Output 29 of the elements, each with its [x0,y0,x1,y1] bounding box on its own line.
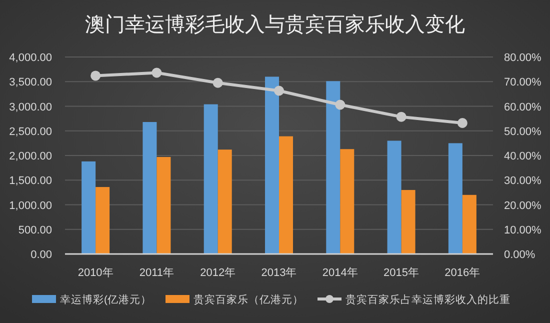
legend-label: 贵宾百家乐（亿港元） [194,293,304,306]
y2-tick-label: 10.00% [504,224,542,236]
x-tick-label: 2013年 [261,267,297,279]
y-tick-label: 4,000.00 [9,52,52,64]
x-tick-label: 2012年 [200,267,236,279]
x-tick-label: 2011年 [139,267,174,279]
y-tick-label: 3,000.00 [9,101,52,114]
legend-label: 幸运博彩(亿港元） [60,293,152,306]
y2-tick-label: 0.00% [504,249,536,261]
y-tick-label: 0.00 [30,249,52,261]
y2-tick-label: 30.00% [504,175,542,188]
x-tick-label: 2016年 [444,267,480,279]
y2-tick-label: 60.00% [504,101,542,114]
y-tick-label: 2,000.00 [9,150,52,162]
y-tick-label: 2,500.00 [9,126,52,138]
y2-tick-label: 40.00% [504,150,542,162]
legend-label: 贵宾百家乐占幸运博彩收入的比重 [346,293,510,306]
y-tick-label: 500.00 [18,224,52,236]
x-tick-label: 2010年 [78,267,114,279]
y2-tick-label: 70.00% [504,76,542,89]
x-tick-label: 2014年 [322,267,358,279]
y-tick-label: 3,500.00 [9,76,52,89]
x-tick-label: 2015年 [384,267,420,279]
y-tick-label: 1,000.00 [9,200,52,212]
y-tick-label: 1,500.00 [9,175,52,188]
y2-tick-label: 50.00% [504,126,542,138]
y2-tick-label: 20.00% [504,200,542,212]
y2-tick-label: 80.00% [504,52,542,64]
chart-title: 澳门幸运博彩毛收入与贵宾百家乐收入变化 [85,14,465,36]
